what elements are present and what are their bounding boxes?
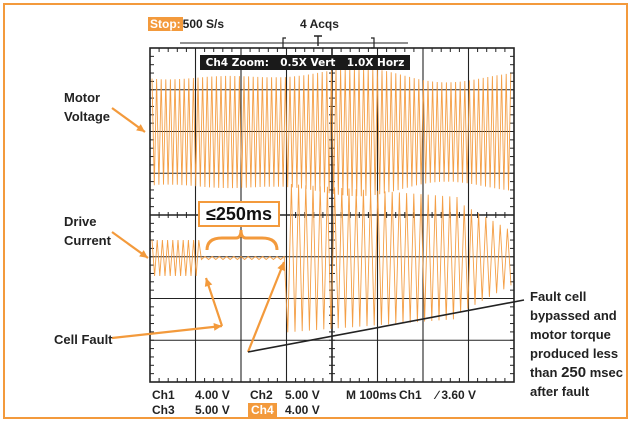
trigger-channel: Ch1 xyxy=(399,388,422,402)
ch4-value: 4.00 V xyxy=(285,403,320,417)
timebase: M 100ms xyxy=(346,388,397,402)
zoom-info-bar: Ch4 Zoom: 0.5X Vert 1.0X Horz xyxy=(200,55,410,70)
cell-fault-arrow xyxy=(204,277,224,327)
cell-fault-arrow-line xyxy=(111,324,223,340)
trigger-level: ∕ 3.60 V xyxy=(436,388,477,402)
figure-frame xyxy=(3,3,628,419)
cell-fault-label: Cell Fault xyxy=(54,332,113,347)
motor-voltage-label: Motor Voltage xyxy=(64,90,110,124)
bypass-arrow xyxy=(246,261,286,353)
ch1-value: 4.00 V xyxy=(195,388,230,402)
fault-duration-callout: ≤250ms xyxy=(198,201,280,227)
cell-fault-arrow-line-head xyxy=(213,322,222,331)
drive-current-arrow-head xyxy=(139,250,148,258)
motor-voltage-arrow-head xyxy=(136,124,145,132)
trigger-position-marker xyxy=(180,35,408,49)
ch3-label: Ch3 xyxy=(152,403,175,417)
fault-time-value: 250 xyxy=(561,364,587,381)
fault-cell-note: Fault cell bypassed and motor torque pro… xyxy=(530,289,623,399)
ch3-value: 5.00 V xyxy=(195,403,230,417)
ch1-label: Ch1 xyxy=(152,388,175,402)
ch2-value: 5.00 V xyxy=(285,388,320,402)
zoom-vert: 0.5X Vert xyxy=(280,56,336,69)
acquisition-status: Stop: 500 S/s xyxy=(148,17,224,31)
waveform-traces xyxy=(151,67,512,333)
stop-badge: Stop: xyxy=(148,17,183,31)
fault-cell-leader-line xyxy=(247,299,525,353)
sample-rate: 500 S/s xyxy=(182,17,225,31)
ch2-label: Ch2 xyxy=(250,388,273,402)
trigger-t-icon xyxy=(314,35,322,46)
acquisition-count: 4 Acqs xyxy=(300,17,339,31)
ch4-badge: Ch4 xyxy=(248,403,277,417)
annotation-arrows xyxy=(111,107,525,353)
zoom-horz: 1.0X Horz xyxy=(346,56,405,69)
fault-duration-brace xyxy=(205,229,279,251)
bypass-arrow-head xyxy=(277,262,285,271)
drive-current-label: Drive Current xyxy=(64,214,111,248)
drive-current-trace xyxy=(151,183,512,333)
cell-fault-arrow-head xyxy=(204,278,213,287)
zoom-label: Ch4 Zoom: xyxy=(205,56,269,69)
motor-voltage-trace xyxy=(151,67,512,197)
